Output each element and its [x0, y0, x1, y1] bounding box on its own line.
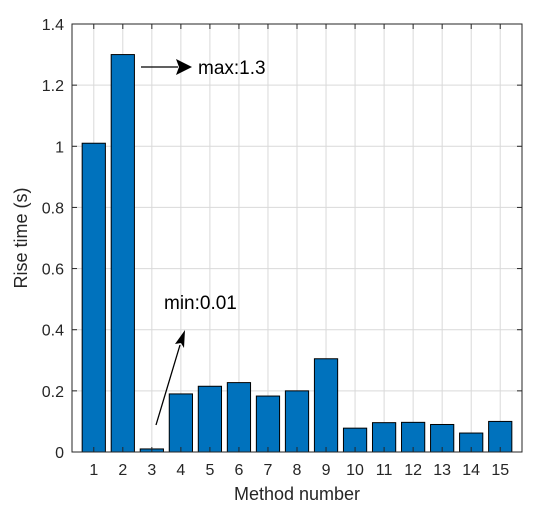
- min-arrow-line: [155, 344, 181, 426]
- tick-marks: [72, 23, 522, 453]
- x-tick-label: 14: [462, 462, 480, 479]
- x-tick-label: 8: [293, 462, 302, 479]
- x-tick-label: 13: [433, 462, 451, 479]
- y-tick-label: 0.6: [42, 262, 64, 279]
- x-tick-label: 1: [89, 462, 98, 479]
- min-arrow-head: [175, 330, 185, 348]
- bar-6: [226, 382, 252, 453]
- x-tick-label: 10: [346, 462, 364, 479]
- x-tick-label: 15: [491, 462, 509, 479]
- y-tick-label: 0.2: [42, 384, 64, 401]
- y-axis-label: Rise time (s): [11, 187, 31, 288]
- x-tick-label: 9: [322, 462, 331, 479]
- x-tick-label: 12: [404, 462, 422, 479]
- y-tick-label: 1.2: [42, 78, 64, 95]
- bar-9: [313, 358, 339, 453]
- bar-2: [110, 54, 135, 453]
- bar-4: [168, 393, 193, 453]
- bar-5: [197, 385, 223, 453]
- x-tick-label: 5: [205, 462, 214, 479]
- bar-7: [255, 395, 281, 453]
- x-tick-label: 11: [376, 462, 393, 479]
- y-tick-label: 1: [55, 139, 64, 156]
- x-tick-label: 6: [234, 462, 243, 479]
- x-tick-label: 2: [118, 462, 127, 479]
- min-annotation-label: min:0.01: [164, 293, 237, 314]
- y-tick-label: 0: [55, 445, 64, 462]
- x-tick-labels: 1 2 3 4 5 6 7 8 9 10 11 12 13 14 15: [89, 462, 509, 479]
- x-tick-label: 3: [147, 462, 156, 479]
- y-tick-label: 0.8: [42, 200, 64, 217]
- x-axis-label: Method number: [234, 484, 360, 504]
- x-tick-label: 4: [176, 462, 185, 479]
- bar-1: [81, 142, 106, 453]
- y-tick-label: 1.4: [42, 17, 64, 34]
- min-annotation: min:0.01: [155, 293, 237, 426]
- max-arrow-head: [176, 59, 192, 75]
- bars-group: [81, 54, 513, 453]
- max-annotation: max:1.3: [141, 58, 266, 79]
- bar-8: [284, 390, 310, 453]
- y-tick-labels: 0 0.2 0.4 0.6 0.8 1 1.2 1.4: [42, 17, 64, 462]
- max-annotation-label: max:1.3: [198, 58, 266, 79]
- x-tick-label: 7: [264, 462, 273, 479]
- y-tick-label: 0.4: [42, 323, 64, 340]
